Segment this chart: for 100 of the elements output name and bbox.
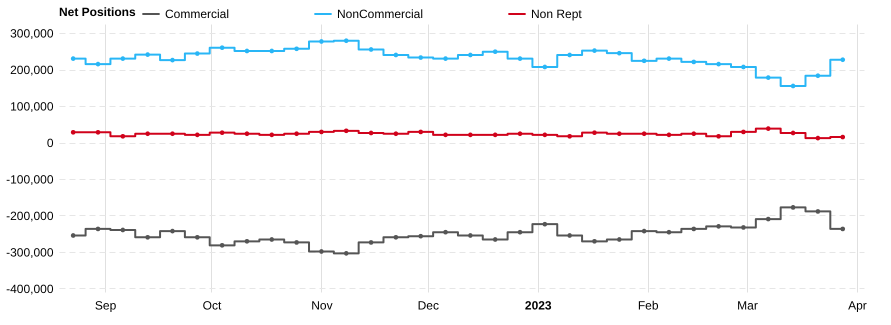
point	[666, 230, 672, 235]
legend-title: Net Positions	[59, 5, 136, 19]
y-tick-label: 300,000	[10, 26, 54, 41]
point	[294, 131, 299, 136]
point	[468, 132, 473, 138]
point	[170, 228, 175, 234]
point	[319, 39, 324, 44]
point	[70, 233, 76, 238]
legend-label: Commercial	[165, 7, 230, 21]
point	[816, 73, 820, 78]
point	[220, 242, 224, 248]
point	[96, 62, 100, 66]
point	[244, 48, 250, 54]
point	[294, 46, 299, 52]
y-tick-label: 200,000	[10, 63, 54, 78]
point	[592, 130, 597, 135]
point	[642, 228, 646, 234]
point	[418, 55, 424, 60]
point	[368, 47, 374, 52]
point	[616, 50, 622, 56]
x-tick-label: Mar	[737, 298, 758, 312]
point	[741, 130, 746, 134]
point	[840, 226, 846, 232]
x-tick-label: Sep	[94, 298, 117, 312]
point	[691, 226, 696, 232]
point	[790, 205, 796, 210]
point	[394, 234, 398, 240]
point	[244, 131, 250, 136]
y-tick-label: 0	[46, 136, 54, 150]
point	[443, 132, 448, 138]
point	[616, 237, 622, 242]
point	[492, 237, 498, 242]
point	[567, 134, 572, 139]
point	[145, 234, 150, 240]
point	[344, 128, 349, 134]
point	[790, 84, 796, 88]
point	[120, 228, 126, 232]
point	[716, 134, 721, 139]
point	[716, 62, 721, 66]
point	[194, 132, 200, 138]
point	[816, 209, 820, 214]
point	[194, 234, 200, 240]
point	[368, 130, 374, 136]
point	[418, 234, 424, 239]
y-tick-label: 100,000	[10, 100, 54, 114]
y-tick-label: -300,000	[6, 245, 54, 260]
point	[567, 233, 572, 238]
point	[518, 56, 522, 61]
y-tick-label: -400,000	[6, 282, 54, 296]
point	[443, 230, 448, 235]
point	[518, 131, 522, 136]
point	[816, 136, 820, 140]
point	[220, 45, 224, 50]
point	[269, 48, 274, 54]
point	[394, 131, 398, 136]
point	[666, 132, 672, 138]
point	[70, 130, 76, 135]
x-tick-label: Feb	[638, 298, 659, 312]
x-tick-label: Oct	[202, 298, 222, 312]
point	[790, 130, 796, 136]
point	[592, 48, 597, 53]
point	[96, 226, 100, 232]
point	[269, 132, 274, 138]
point	[220, 130, 224, 135]
point	[170, 58, 175, 62]
point	[691, 60, 696, 64]
point	[741, 64, 746, 70]
x-tick-label: 2023	[524, 298, 552, 312]
point	[840, 134, 846, 140]
point	[145, 52, 150, 57]
point	[344, 38, 349, 44]
point	[542, 222, 548, 227]
point	[294, 240, 299, 245]
x-tick-label: Apr	[848, 298, 867, 312]
point	[344, 251, 349, 256]
point	[468, 52, 473, 58]
point	[492, 132, 498, 138]
legend-label: NonCommercial	[337, 7, 424, 21]
point	[642, 131, 646, 136]
point	[542, 64, 548, 70]
point	[170, 131, 175, 136]
point	[741, 225, 746, 230]
point	[616, 131, 622, 136]
point	[418, 130, 424, 134]
point	[567, 52, 572, 58]
point	[120, 56, 126, 61]
point	[468, 233, 473, 238]
point	[194, 51, 200, 56]
point	[394, 52, 398, 58]
legend-label: Non Rept	[531, 7, 582, 21]
x-tick-label: Nov	[311, 298, 333, 312]
point	[840, 57, 846, 62]
point	[642, 58, 646, 64]
point	[368, 240, 374, 245]
point	[691, 131, 696, 136]
point	[244, 238, 250, 244]
point	[592, 238, 597, 244]
point	[145, 131, 150, 136]
point	[666, 56, 672, 61]
point	[766, 216, 771, 222]
